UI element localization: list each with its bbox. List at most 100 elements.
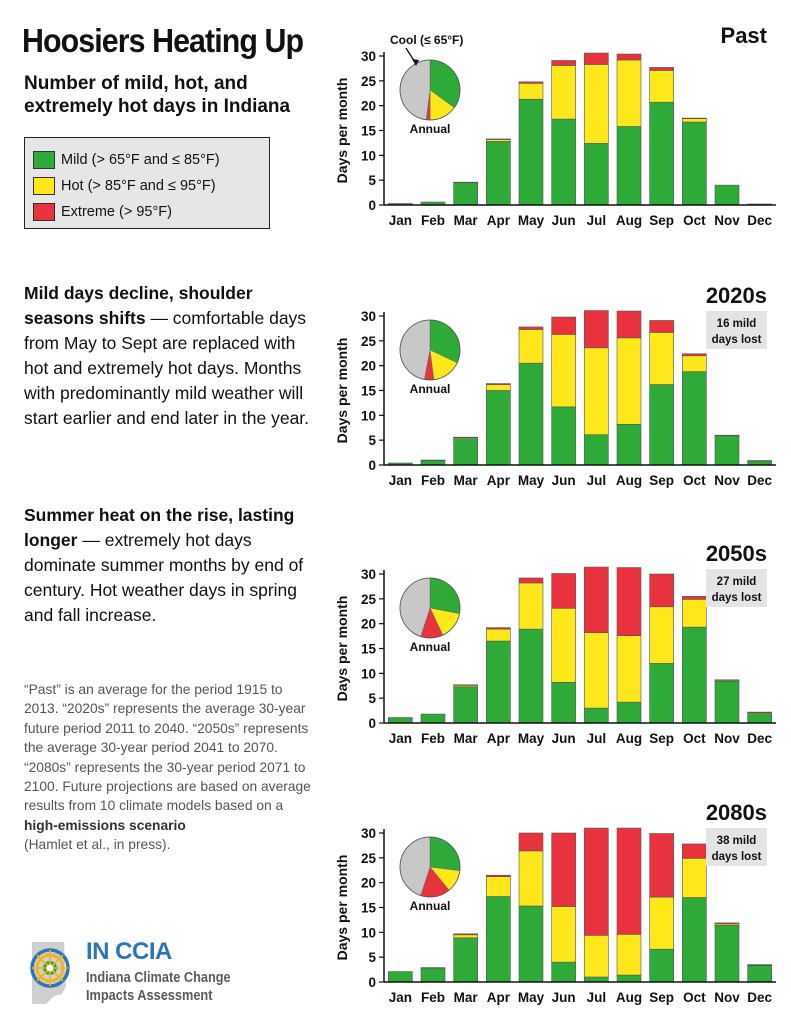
x-tick-label: Dec: [747, 473, 772, 488]
section-body: — comfortable days from May to Sept are …: [24, 308, 310, 428]
x-tick-label: Sep: [649, 213, 674, 228]
x-tick-label: Nov: [714, 473, 740, 488]
x-tick-label: Jan: [389, 990, 412, 1005]
badge-line2: days lost: [712, 851, 762, 863]
y-tick-label: 30: [361, 309, 376, 324]
bar-extreme-sep: [649, 67, 674, 71]
bar-mild-oct: [682, 897, 707, 983]
x-tick-label: Jun: [552, 473, 576, 488]
y-tick-label: 15: [361, 384, 377, 399]
x-tick-label: Mar: [454, 731, 479, 746]
chart-period-title: 2050s: [706, 541, 767, 566]
y-axis-title: Days per month: [334, 338, 350, 444]
bar-extreme-jul: [584, 310, 609, 349]
y-tick-label: 25: [361, 74, 377, 89]
bar-mild-jun: [551, 681, 576, 724]
y-tick-label: 20: [361, 876, 376, 891]
bar-mild-jul: [584, 434, 609, 466]
bar-mild-oct: [682, 121, 707, 206]
bar-hot-jul: [584, 632, 609, 709]
chart-period-title: Past: [721, 23, 768, 48]
bar-extreme-apr: [486, 627, 511, 630]
bar-extreme-jun: [551, 832, 576, 907]
y-tick-label: 30: [361, 826, 376, 841]
logo-title: IN CCIA: [86, 938, 172, 965]
legend-swatch-hot: [33, 177, 55, 195]
bar-mild-aug: [616, 423, 642, 466]
pie-outline: [399, 59, 461, 121]
bar-extreme-nov: [714, 922, 740, 925]
badge-line1: 27 mild: [717, 576, 757, 588]
x-tick-label: Feb: [421, 213, 445, 228]
legend-item-mild: Mild (> 65°F and ≤ 85°F): [33, 147, 261, 173]
x-tick-label: Mar: [454, 473, 479, 488]
bar-extreme-jul: [584, 566, 609, 633]
bar-mild-mar: [453, 182, 478, 206]
x-tick-label: May: [518, 473, 545, 488]
bar-hot-jul: [584, 64, 609, 144]
badge-line1: 38 mild: [717, 835, 757, 847]
mild-days-lost-badge: [706, 569, 767, 607]
bar-hot-oct: [682, 599, 707, 628]
pie-slice-mild: [429, 836, 461, 872]
bar-extreme-apr: [486, 874, 511, 878]
y-tick-label: 0: [368, 716, 376, 731]
bar-mild-mar: [453, 937, 478, 983]
legend-item-extreme: Extreme (> 95°F): [33, 199, 261, 225]
x-tick-label: Apr: [487, 990, 511, 1005]
y-tick-label: 5: [368, 950, 376, 965]
bar-mild-apr: [486, 390, 511, 466]
pie-slice-cool: [399, 319, 431, 380]
chart-period-title: 2080s: [706, 800, 767, 825]
bar-extreme-may: [518, 577, 544, 584]
legend-item-hot: Hot (> 85°F and ≤ 95°F): [33, 173, 261, 199]
bar-hot-aug: [616, 635, 642, 703]
bar-mild-may: [518, 628, 544, 724]
bar-hot-sep: [649, 70, 674, 103]
bar-mild-apr: [486, 141, 511, 206]
bar-hot-mar: [453, 181, 478, 184]
bar-hot-may: [518, 850, 544, 907]
bar-extreme-oct: [682, 353, 707, 357]
bar-extreme-mar: [453, 933, 478, 936]
bar-extreme-mar: [453, 436, 478, 439]
bar-extreme-nov: [714, 434, 740, 437]
bar-mild-jun: [551, 961, 576, 983]
pie-label: Annual: [410, 382, 451, 396]
section-body: — extremely hot days dominate summer mon…: [24, 530, 304, 625]
bar-extreme-may: [518, 326, 544, 330]
x-tick-label: Sep: [649, 990, 674, 1005]
bar-extreme-apr: [486, 383, 511, 385]
x-tick-label: Dec: [747, 213, 772, 228]
bar-extreme-may: [518, 81, 544, 84]
section-lead: Mild days decline, shoulder seasons shif…: [24, 283, 253, 328]
bar-mild-apr: [486, 896, 511, 983]
pie-slice-mild: [429, 577, 461, 614]
pie-cool-arrowhead: [412, 59, 419, 66]
chart-svg: Days per month 0 5 10 15 20 25 30 Jan Feb Mar Apr Ma…: [334, 23, 776, 228]
bar-mild-mar: [453, 438, 478, 466]
y-tick-label: 20: [361, 359, 376, 374]
pie-outline: [399, 577, 461, 639]
bar-hot-jun: [551, 906, 576, 963]
mild-days-lost-badge: [706, 828, 767, 866]
bar-mild-sep: [649, 663, 674, 724]
bar-mild-jun: [551, 118, 576, 206]
x-tick-label: Nov: [714, 213, 740, 228]
y-tick-label: 20: [361, 99, 376, 114]
pie-cool-label: Cool (≤ 65°F): [390, 33, 463, 47]
x-tick-label: Jun: [552, 213, 576, 228]
y-tick-label: 5: [368, 433, 376, 448]
indiana-seal-icon: [30, 942, 70, 1004]
bar-extreme-apr: [486, 138, 511, 140]
bar-extreme-aug: [616, 310, 642, 339]
x-tick-label: Feb: [421, 473, 445, 488]
badge-line1: 16 mild: [717, 318, 757, 330]
x-tick-label: Oct: [683, 990, 706, 1005]
y-tick-label: 15: [361, 642, 377, 657]
y-tick-label: 10: [361, 925, 376, 940]
y-tick-label: 10: [361, 148, 376, 163]
note-citation: (Hamlet et al., in press).: [24, 837, 171, 853]
x-tick-label: Feb: [421, 731, 445, 746]
x-tick-label: Feb: [421, 990, 445, 1005]
